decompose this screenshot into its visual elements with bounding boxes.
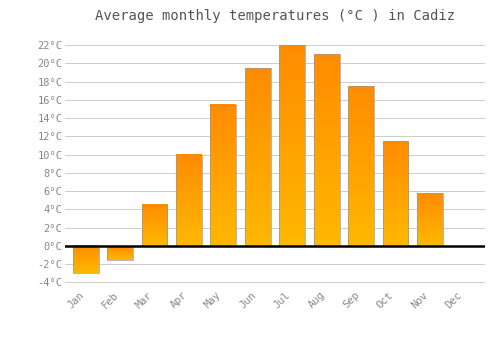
Bar [72, 246, 99, 273]
Bar [417, 193, 443, 246]
Bar [107, 246, 133, 260]
Bar [245, 68, 270, 246]
Bar [107, 246, 133, 260]
Bar [417, 193, 443, 246]
Bar [245, 68, 270, 246]
Bar [72, 246, 99, 273]
Bar [280, 45, 305, 246]
Bar [142, 205, 168, 246]
Bar [142, 205, 168, 246]
Bar [382, 141, 408, 246]
Bar [280, 45, 305, 246]
Bar [314, 54, 340, 246]
Bar [314, 54, 340, 246]
Bar [348, 86, 374, 246]
Bar [210, 105, 236, 246]
Bar [348, 86, 374, 246]
Bar [382, 141, 408, 246]
Bar [176, 155, 202, 246]
Bar [176, 155, 202, 246]
Title: Average monthly temperatures (°C ) in Cadiz: Average monthly temperatures (°C ) in Ca… [95, 9, 455, 23]
Bar [210, 105, 236, 246]
